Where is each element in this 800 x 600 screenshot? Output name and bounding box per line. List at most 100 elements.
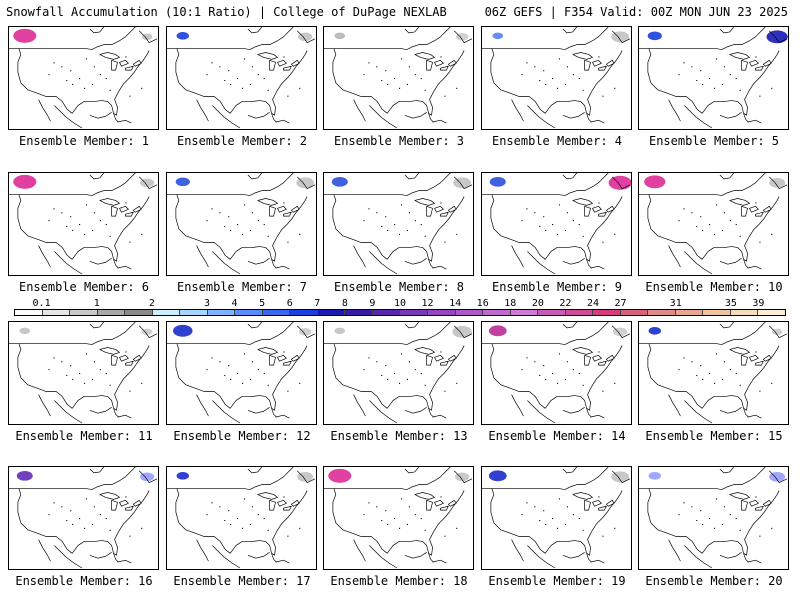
- colorbar-swatch: [317, 310, 346, 315]
- snowfall-shading-nw: [176, 472, 190, 480]
- snowfall-shading-nw: [19, 327, 31, 335]
- ensemble-member-panel: Ensemble Member: 13: [323, 321, 474, 447]
- ensemble-member-label: Ensemble Member: 4: [491, 134, 623, 148]
- snowfall-shading-ne: [452, 325, 472, 338]
- colorbar-swatch: [70, 310, 98, 315]
- ensemble-member-label: Ensemble Member: 14: [488, 429, 626, 443]
- colorbar-tick-label: 0.1: [32, 298, 51, 309]
- colorbar-swatch: [565, 310, 594, 315]
- ensemble-member-label: Ensemble Member: 9: [491, 280, 623, 294]
- snowfall-map: [481, 321, 632, 425]
- snowfall-shading-ne: [608, 175, 631, 190]
- map-outline: [9, 27, 158, 129]
- snowfall-map: [638, 26, 789, 130]
- colorbar-tick-label: 10: [393, 298, 407, 309]
- snowfall-shading-nw: [175, 177, 190, 187]
- ensemble-member-panel: Ensemble Member: 2: [166, 26, 317, 152]
- ensemble-member-panel: Ensemble Member: 19: [481, 466, 632, 592]
- snowfall-shading-nw: [331, 176, 348, 187]
- colorbar-tick-label: 39: [752, 298, 765, 309]
- snowfall-shading-nw: [492, 32, 504, 40]
- ensemble-member-label: Ensemble Member: 20: [645, 574, 783, 588]
- snowfall-shading-nw: [334, 32, 346, 40]
- run-valid-time: 06Z GEFS | F354 Valid: 00Z MON JUN 23 20…: [484, 5, 788, 19]
- map-outline: [639, 27, 788, 129]
- colorbar-tick-label: 5: [259, 298, 266, 309]
- colorbar-tick-label: 18: [504, 298, 517, 309]
- ensemble-member-label: Ensemble Member: 15: [645, 429, 783, 443]
- colorbar-tick-label: 20: [531, 298, 544, 309]
- ensemble-member-panel: Ensemble Member: 3: [323, 26, 474, 152]
- ensemble-member-label: Ensemble Member: 11: [15, 429, 153, 443]
- ensemble-member-panel: Ensemble Member: 7: [166, 172, 317, 298]
- snowfall-map: [166, 172, 317, 276]
- colorbar-tick-label: 6: [286, 298, 293, 309]
- snowfall-map: [8, 172, 159, 276]
- snowfall-map: [323, 321, 474, 425]
- ensemble-member-label: Ensemble Member: 19: [488, 574, 626, 588]
- snowfall-shading-nw: [16, 470, 33, 481]
- snowfall-shading-nw: [13, 28, 37, 43]
- snowfall-map: [166, 26, 317, 130]
- colorbar-tick-label: 35: [724, 298, 737, 309]
- snowfall-shading-nw: [328, 468, 352, 483]
- snowfall-shading-ne: [766, 30, 788, 44]
- map-outline: [639, 173, 788, 275]
- map-outline: [324, 27, 473, 129]
- colorbar-tick-label: 1: [93, 298, 100, 309]
- colorbar-tick-label: 7: [314, 298, 321, 309]
- ensemble-member-panel: Ensemble Member: 20: [638, 466, 789, 592]
- ensemble-member-label: Ensemble Member: 16: [15, 574, 153, 588]
- colorbar-swatch: [290, 310, 318, 315]
- colorbar-tick-label: 27: [614, 298, 627, 309]
- snowfall-map: [8, 466, 159, 570]
- snowfall-map: [323, 26, 474, 130]
- snowfall-shading-nw: [176, 32, 190, 40]
- colorbar-swatch: [152, 310, 181, 315]
- colorbar-tick-label: 8: [341, 298, 348, 309]
- snowfall-shading-ne: [455, 33, 469, 41]
- snowfall-shading-nw: [488, 470, 507, 482]
- snowfall-map: [481, 466, 632, 570]
- map-outline: [167, 322, 316, 424]
- snowfall-map: [323, 466, 474, 570]
- ensemble-member-panel: Ensemble Member: 6: [8, 172, 159, 298]
- snowfall-map: [481, 26, 632, 130]
- colorbar-swatch: [180, 310, 208, 315]
- ensemble-member-panel: Ensemble Member: 17: [166, 466, 317, 592]
- colorbar-swatch: [648, 310, 676, 315]
- ensemble-member-label: Ensemble Member: 5: [648, 134, 780, 148]
- colorbar-swatch: [372, 310, 401, 315]
- ensemble-member-panel: Ensemble Member: 11: [8, 321, 159, 447]
- ensemble-member-panel: Ensemble Member: 10: [638, 172, 789, 298]
- snowfall-shading-nw: [648, 327, 662, 335]
- colorbar-swatch: [207, 310, 236, 315]
- map-outline: [482, 467, 631, 569]
- ensemble-member-label: Ensemble Member: 10: [645, 280, 783, 294]
- ensemble-member-panel: Ensemble Member: 5: [638, 26, 789, 152]
- snowfall-shading-ne: [141, 33, 153, 41]
- colorbar-legend: 0.1 1 2 3 4 5 6 7 8 9 10 12 14 16 18 20 22 24 27 31 35 39: [14, 298, 786, 320]
- ensemble-member-panel: Ensemble Member: 12: [166, 321, 317, 447]
- colorbar-swatch: [510, 310, 539, 315]
- map-outline: [324, 322, 473, 424]
- snowfall-shading-ne: [613, 327, 628, 337]
- map-outline: [482, 322, 631, 424]
- colorbar-swatch: [262, 310, 291, 315]
- ensemble-member-panel: Ensemble Member: 18: [323, 466, 474, 592]
- snowfall-shading-ne: [298, 328, 312, 336]
- snowfall-map: [8, 321, 159, 425]
- map-outline: [9, 467, 158, 569]
- map-outline: [482, 27, 631, 129]
- ensemble-member-panel: Ensemble Member: 8: [323, 172, 474, 298]
- colorbar-swatch: [15, 310, 43, 315]
- colorbar-scale: [14, 309, 786, 316]
- ensemble-member-label: Ensemble Member: 1: [18, 134, 150, 148]
- snowfall-shading-ne: [141, 328, 153, 336]
- product-title: Snowfall Accumulation (10:1 Ratio) | Col…: [6, 5, 447, 19]
- snowfall-shading-nw: [173, 324, 193, 337]
- snowfall-shading-nw: [13, 174, 37, 189]
- colorbar-swatch: [97, 310, 126, 315]
- colorbar-swatch: [703, 310, 731, 315]
- snowfall-shading-nw: [644, 175, 666, 189]
